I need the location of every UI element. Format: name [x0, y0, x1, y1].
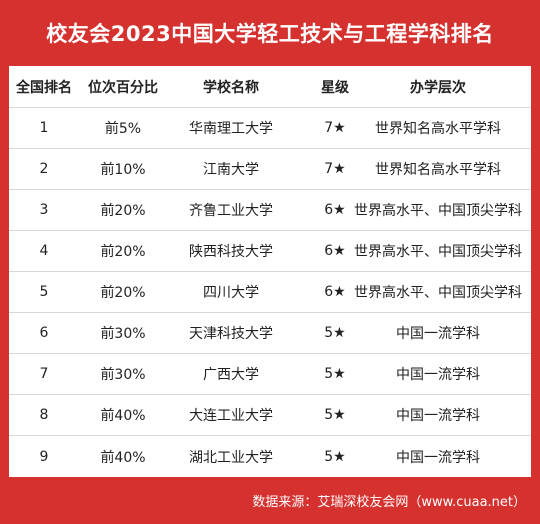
table-row: 7 前30% 广西大学 5★ 中国一流学科: [9, 354, 531, 395]
table-row: 3 前20% 齐鲁工业大学 6★ 世界高水平、中国顶尖学科: [9, 190, 531, 231]
table-row: 2 前10% 江南大学 7★ 世界知名高水平学科: [9, 149, 531, 190]
level-cell: 中国一流学科: [396, 408, 480, 424]
school-cell: 湖北工业大学: [189, 449, 273, 466]
rank-cell: 4: [39, 243, 49, 259]
school-cell: 大连工业大学: [189, 408, 273, 424]
rank-cell: 5: [39, 284, 49, 300]
school-cell: 天津科技大学: [189, 326, 273, 342]
level-cell: 世界高水平、中国顶尖学科: [354, 203, 522, 219]
table-row: 9 前40% 湖北工业大学 5★ 中国一流学科: [9, 436, 531, 477]
stars-cell: 7★: [324, 120, 346, 136]
header-rank: 全国排名: [16, 79, 72, 96]
table-row: 6 前30% 天津科技大学 5★ 中国一流学科: [9, 313, 531, 354]
header-school: 学校名称: [203, 79, 259, 96]
rank-cell: 9: [39, 448, 49, 465]
school-cell: 华南理工大学: [189, 121, 273, 137]
stars-cell: 6★: [324, 243, 346, 259]
table-header-row: 全国排名 位次百分比 学校名称 星级 办学层次: [9, 66, 531, 108]
rank-cell: 1: [39, 120, 49, 136]
percent-cell: 前20%: [100, 244, 146, 260]
header-stars: 星级: [321, 79, 349, 96]
level-cell: 世界高水平、中国顶尖学科: [354, 244, 522, 260]
school-cell: 陕西科技大学: [189, 244, 273, 260]
rank-cell: 6: [39, 325, 49, 341]
rank-cell: 3: [39, 202, 49, 218]
stars-cell: 7★: [324, 161, 346, 177]
header-level: 办学层次: [410, 79, 466, 96]
stars-cell: 5★: [324, 366, 346, 382]
percent-cell: 前20%: [100, 203, 146, 219]
level-cell: 世界知名高水平学科: [375, 162, 501, 178]
percent-cell: 前20%: [100, 285, 146, 301]
stars-cell: 5★: [324, 325, 346, 341]
table-row: 5 前20% 四川大学 6★ 世界高水平、中国顶尖学科: [9, 272, 531, 313]
school-cell: 江南大学: [203, 162, 259, 178]
percent-cell: 前40%: [100, 449, 146, 466]
percent-cell: 前40%: [100, 408, 146, 424]
percent-cell: 前10%: [100, 162, 146, 178]
rank-cell: 8: [39, 407, 49, 423]
level-cell: 世界知名高水平学科: [375, 121, 501, 137]
header-percent: 位次百分比: [88, 79, 158, 96]
page-title: 校友会2023中国大学轻工技术与工程学科排名: [46, 22, 494, 46]
level-cell: 世界高水平、中国顶尖学科: [354, 285, 522, 301]
stars-cell: 5★: [324, 448, 346, 465]
table-row: 4 前20% 陕西科技大学 6★ 世界高水平、中国顶尖学科: [9, 231, 531, 272]
rank-cell: 2: [39, 161, 49, 177]
percent-cell: 前5%: [104, 121, 142, 137]
rank-cell: 7: [39, 366, 49, 382]
level-cell: 中国一流学科: [396, 326, 480, 342]
percent-cell: 前30%: [100, 367, 146, 383]
school-cell: 广西大学: [203, 367, 259, 383]
level-cell: 中国一流学科: [396, 449, 480, 466]
data-source-note: 数据来源：艾瑞深校友会网（www.cuaa.net）: [252, 495, 526, 510]
level-cell: 中国一流学科: [396, 367, 480, 383]
table-row: 1 前5% 华南理工大学 7★ 世界知名高水平学科: [9, 108, 531, 149]
stars-cell: 5★: [324, 407, 346, 423]
ranking-table: 全国排名 位次百分比 学校名称 星级 办学层次 1 前5% 华南理工大学 7★ 世界知名…: [9, 66, 531, 477]
school-cell: 四川大学: [203, 285, 259, 301]
stars-cell: 6★: [324, 202, 346, 218]
percent-cell: 前30%: [100, 326, 146, 342]
table-row: 8 前40% 大连工业大学 5★ 中国一流学科: [9, 395, 531, 436]
school-cell: 齐鲁工业大学: [189, 203, 273, 219]
stars-cell: 6★: [324, 284, 346, 300]
